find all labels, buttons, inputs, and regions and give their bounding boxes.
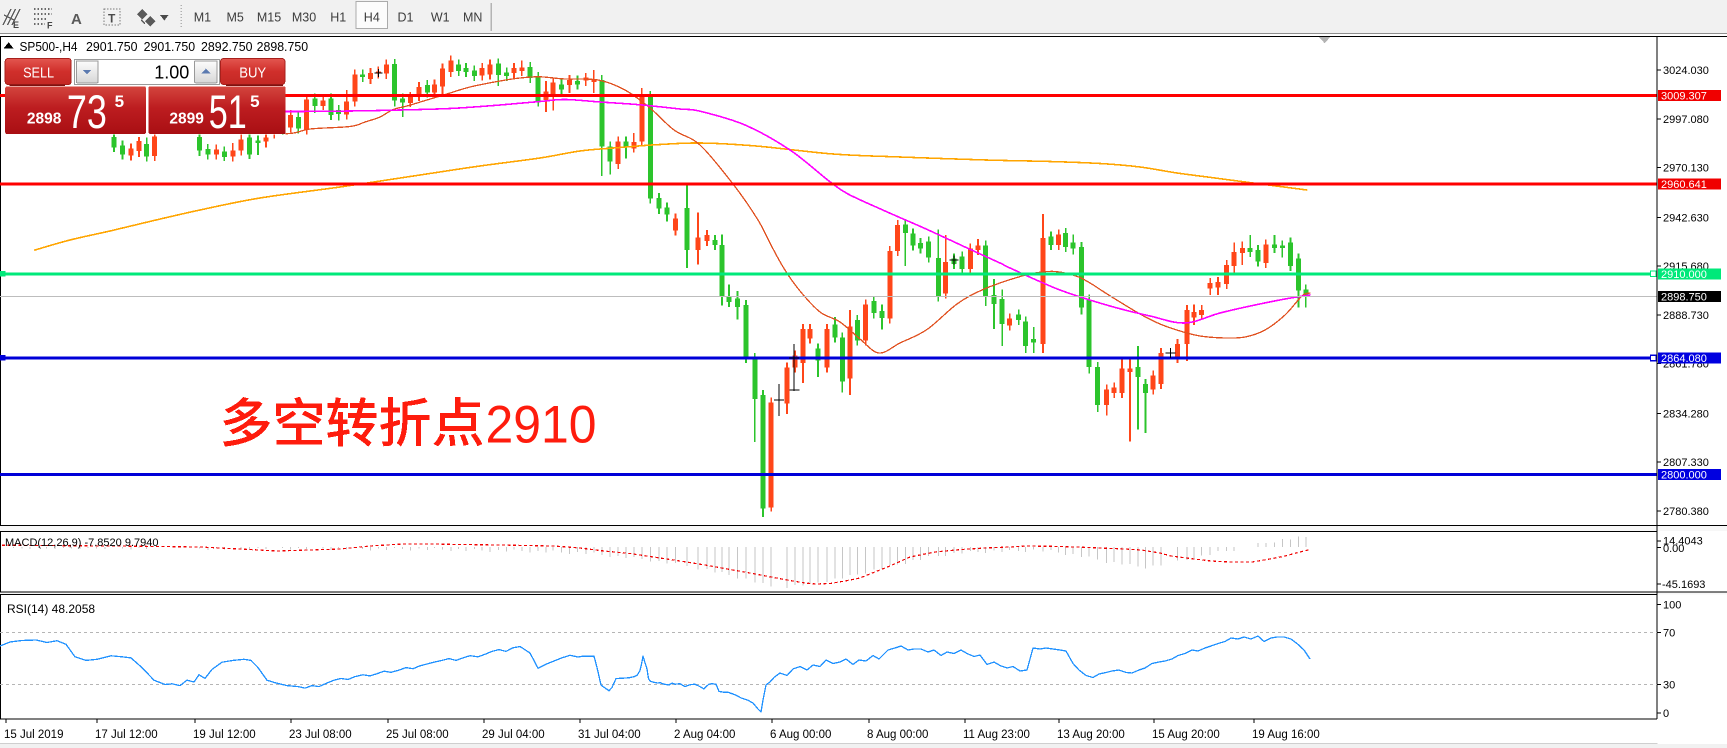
svg-text:M15: M15 <box>257 11 281 25</box>
svg-text:0: 0 <box>1663 708 1669 720</box>
svg-text:2898.750: 2898.750 <box>1661 292 1707 304</box>
svg-text:SP500-,H4: SP500-,H4 <box>20 39 78 54</box>
svg-text:2910.000: 2910.000 <box>1661 269 1707 281</box>
svg-text:15 Aug 20:00: 15 Aug 20:00 <box>1152 729 1220 741</box>
svg-text:17 Jul 12:00: 17 Jul 12:00 <box>95 729 158 741</box>
svg-text:2888.730: 2888.730 <box>1663 310 1709 322</box>
svg-text:H4: H4 <box>364 11 380 25</box>
svg-text:F: F <box>47 21 53 31</box>
svg-text:SELL: SELL <box>23 65 54 82</box>
svg-text:3024.030: 3024.030 <box>1663 65 1709 77</box>
svg-text:MN: MN <box>463 11 482 25</box>
svg-text:T: T <box>108 12 116 26</box>
svg-text:2800.000: 2800.000 <box>1661 470 1707 482</box>
svg-text:5: 5 <box>250 92 259 111</box>
svg-text:W1: W1 <box>431 11 450 25</box>
svg-text:2892.750: 2892.750 <box>201 39 253 54</box>
svg-text:73: 73 <box>67 85 107 138</box>
svg-text:2901.750: 2901.750 <box>86 39 138 54</box>
svg-text:-45.1693: -45.1693 <box>1662 579 1705 591</box>
svg-text:2901.750: 2901.750 <box>144 39 196 54</box>
svg-text:100: 100 <box>1663 600 1681 612</box>
svg-text:23 Jul 08:00: 23 Jul 08:00 <box>289 729 352 741</box>
svg-text:2 Aug 04:00: 2 Aug 04:00 <box>674 729 735 741</box>
svg-text:11 Aug 23:00: 11 Aug 23:00 <box>963 729 1030 741</box>
svg-text:2898.750: 2898.750 <box>257 39 309 54</box>
svg-text:BUY: BUY <box>239 65 266 82</box>
svg-text:19 Jul 12:00: 19 Jul 12:00 <box>193 729 256 741</box>
svg-text:A: A <box>71 11 82 28</box>
svg-text:6 Aug 00:00: 6 Aug 00:00 <box>770 729 831 741</box>
svg-text:D1: D1 <box>398 11 414 25</box>
svg-text:M30: M30 <box>292 11 316 25</box>
svg-text:5: 5 <box>115 92 124 111</box>
svg-text:3009.307: 3009.307 <box>1661 91 1707 103</box>
svg-text:2780.380: 2780.380 <box>1663 506 1709 518</box>
svg-text:31 Jul 04:00: 31 Jul 04:00 <box>578 729 641 741</box>
svg-text:2834.280: 2834.280 <box>1663 408 1709 420</box>
svg-text:30: 30 <box>1663 680 1675 692</box>
svg-text:2942.630: 2942.630 <box>1663 212 1709 224</box>
svg-text:2807.330: 2807.330 <box>1663 457 1709 469</box>
svg-text:2864.080: 2864.080 <box>1661 353 1707 365</box>
svg-text:29 Jul 04:00: 29 Jul 04:00 <box>482 729 545 741</box>
svg-text:13 Aug 20:00: 13 Aug 20:00 <box>1057 729 1125 741</box>
svg-text:1.00: 1.00 <box>154 63 189 83</box>
svg-text:70: 70 <box>1663 628 1675 640</box>
svg-text:2899: 2899 <box>169 111 204 128</box>
svg-text:MACD(12,26,9) -7.8520 9.7940: MACD(12,26,9) -7.8520 9.7940 <box>5 537 158 549</box>
svg-text:15 Jul 2019: 15 Jul 2019 <box>4 729 63 741</box>
svg-text:RSI(14) 48.2058: RSI(14) 48.2058 <box>7 602 95 616</box>
svg-text:M5: M5 <box>227 11 244 25</box>
svg-text:M1: M1 <box>194 11 211 25</box>
svg-text:H1: H1 <box>330 11 346 25</box>
svg-text:2898: 2898 <box>27 111 62 128</box>
svg-text:19 Aug 16:00: 19 Aug 16:00 <box>1252 729 1320 741</box>
svg-text:14.4043: 14.4043 <box>1663 536 1703 548</box>
svg-text:51: 51 <box>209 85 247 138</box>
svg-text:E: E <box>13 20 19 30</box>
svg-text:25 Jul 08:00: 25 Jul 08:00 <box>386 729 449 741</box>
svg-text:2910: 2910 <box>486 396 597 455</box>
svg-text:8 Aug 00:00: 8 Aug 00:00 <box>867 729 928 741</box>
svg-text:0.00: 0.00 <box>1663 543 1684 555</box>
svg-text:2960.641: 2960.641 <box>1661 179 1707 191</box>
svg-text:2970.130: 2970.130 <box>1663 163 1709 175</box>
svg-text:2997.080: 2997.080 <box>1663 114 1709 126</box>
